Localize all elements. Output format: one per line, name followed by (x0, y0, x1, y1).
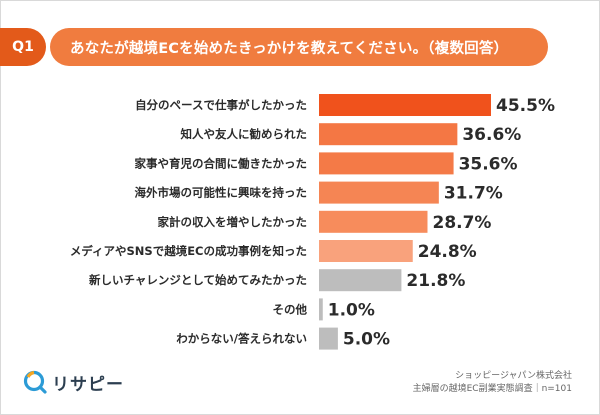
category-label: 家計の収入を増やしたかった (158, 215, 308, 229)
question-text: あなたが越境ECを始めたきっかけを教えてください。（複数回答） (70, 40, 509, 57)
logo-mark-icon (23, 370, 47, 394)
bar (319, 181, 439, 204)
question-badge-label: Q1 (12, 39, 34, 55)
value-label: 24.8% (418, 242, 477, 262)
category-label: その他 (273, 302, 308, 316)
bar (319, 269, 402, 292)
category-label: 新しいチャレンジとして始めてみたかった (89, 273, 307, 287)
value-label: 1.0% (328, 300, 375, 320)
category-label: わからない/答えられない (176, 332, 307, 346)
value-label: 31.7% (444, 184, 503, 204)
risapi-logo: リサピー (22, 368, 124, 396)
value-label: 45.5% (496, 96, 555, 116)
question-badge: Q1 (0, 28, 46, 66)
value-label: 5.0% (343, 330, 390, 350)
question-banner: あなたが越境ECを始めたきっかけを教えてください。（複数回答） (50, 28, 548, 66)
value-label: 35.6% (459, 154, 518, 174)
category-label: 自分のペースで仕事がしたかった (135, 98, 307, 112)
value-label: 21.8% (406, 271, 465, 291)
value-label: 28.7% (432, 213, 491, 233)
bar (319, 123, 458, 146)
category-label: 海外市場の可能性に興味を持った (135, 186, 308, 200)
footer-survey: 主婦層の越境EC副業実態調査｜n=101 (412, 384, 572, 394)
bar (319, 240, 413, 262)
category-label: メディアやSNSで越境ECの成功事例を知った (70, 244, 307, 258)
logo-text: リサピー (52, 374, 124, 395)
category-label: 知人や友人に勧められた (180, 127, 308, 141)
bar (319, 152, 454, 175)
bar (319, 298, 323, 321)
footer-company: ショッピージャパン株式会社 (455, 371, 572, 381)
category-label: 家事や育児の合間に働きたかった (135, 156, 308, 170)
value-label: 36.6% (462, 125, 521, 145)
bar (319, 327, 338, 350)
bar (319, 94, 491, 116)
bar (319, 210, 428, 233)
